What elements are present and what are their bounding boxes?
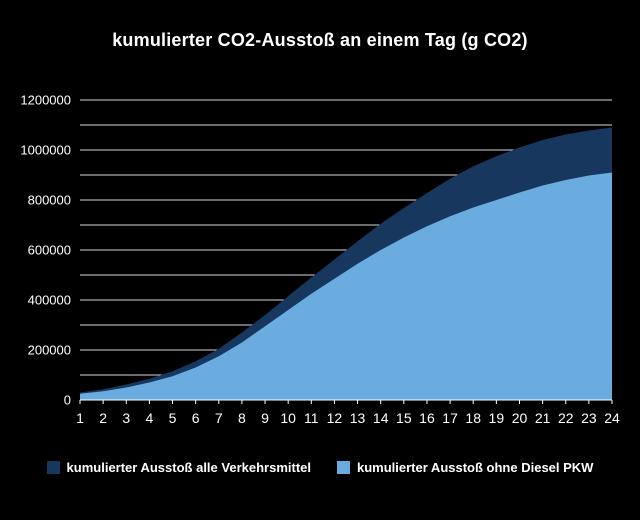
x-axis-label: 5 [169, 410, 177, 426]
x-axis-label: 7 [215, 410, 223, 426]
x-axis-label: 17 [442, 410, 458, 426]
chart-legend: kumulierter Ausstoß alle Verkehrsmittel … [0, 460, 640, 475]
y-axis-label: 1200000 [20, 93, 71, 108]
y-axis-label: 1000000 [20, 143, 71, 158]
x-axis-label: 14 [373, 410, 389, 426]
y-axis-label: 600000 [28, 243, 71, 258]
y-axis-label: 400000 [28, 293, 71, 308]
x-axis-label: 23 [581, 410, 597, 426]
chart-title: kumulierter CO2-Ausstoß an einem Tag (g … [112, 30, 528, 50]
legend-item-alle-verkehrsmittel: kumulierter Ausstoß alle Verkehrsmittel [46, 460, 311, 475]
x-axis-label: 12 [327, 410, 343, 426]
area-chart-svg: 0 200000 400000 600000 800000 1000000 1200000 1… [20, 93, 620, 427]
x-axis-label: 22 [558, 410, 574, 426]
x-axis-label: 19 [489, 410, 505, 426]
x-axis-label: 20 [512, 410, 528, 426]
x-axis-label: 24 [604, 410, 620, 426]
legend-swatch-dark-blue [46, 461, 60, 474]
x-axis-label: 2 [99, 410, 107, 426]
x-axis-label: 10 [280, 410, 296, 426]
x-axis-label: 13 [350, 410, 366, 426]
legend-label-ohne-diesel-pkw: kumulierter Ausstoß ohne Diesel PKW [357, 460, 594, 475]
x-axis-label: 8 [238, 410, 246, 426]
x-axis-label: 4 [145, 410, 153, 426]
x-axis-label: 3 [122, 410, 130, 426]
y-axis-label: 0 [64, 393, 71, 408]
x-axis-label: 11 [304, 410, 319, 426]
y-axis-label: 800000 [28, 193, 71, 208]
legend-swatch-light-blue [337, 461, 350, 474]
legend-item-ohne-diesel-pkw: kumulierter Ausstoß ohne Diesel PKW [337, 460, 593, 475]
x-axis-label: 16 [419, 410, 435, 426]
legend-label-alle-verkehrsmittel: kumulierter Ausstoß alle Verkehrsmittel [66, 460, 311, 475]
x-axis-label: 9 [261, 410, 269, 426]
x-axis-label: 18 [465, 410, 481, 426]
x-axis-label: 6 [192, 410, 200, 426]
x-axis-label: 15 [396, 410, 412, 426]
x-axis-label: 21 [535, 410, 551, 426]
x-axis-label: 1 [76, 410, 84, 426]
y-axis-label: 200000 [28, 343, 71, 358]
area-series-ohne-diesel-pkw [80, 172, 612, 400]
